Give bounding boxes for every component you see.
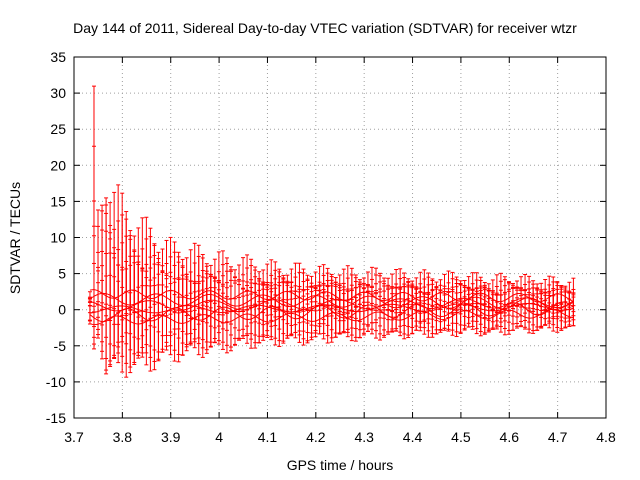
x-tick-label: 4.4 bbox=[403, 429, 423, 445]
x-tick-label: 4 bbox=[215, 429, 223, 445]
x-tick-label: 3.8 bbox=[113, 429, 133, 445]
y-tick-label: 0 bbox=[58, 302, 66, 318]
x-tick-label: 4.7 bbox=[548, 429, 568, 445]
y-tick-label: -15 bbox=[46, 410, 66, 426]
y-tick-label: 30 bbox=[50, 85, 66, 101]
x-tick-label: 4.1 bbox=[258, 429, 278, 445]
y-tick-label: -10 bbox=[46, 374, 66, 390]
series-line bbox=[89, 303, 574, 314]
y-tick-label: 15 bbox=[50, 193, 66, 209]
x-axis: 3.7 3.8 3.9 4 4.1 4.2 4.3 4.4 4.5 4.6 4.7 4.8 bbox=[64, 57, 616, 445]
x-tick-label: 3.7 bbox=[64, 429, 84, 445]
x-tick-label: 4.5 bbox=[451, 429, 471, 445]
x-axis-label: GPS time / hours bbox=[287, 457, 394, 473]
grid bbox=[74, 57, 606, 418]
x-tick-label: 4.8 bbox=[596, 429, 616, 445]
y-tick-label: 5 bbox=[58, 266, 66, 282]
error-bar-series bbox=[87, 85, 576, 378]
y-axis-label: SDTVAR / TECUs bbox=[7, 182, 23, 294]
x-tick-label: 4.3 bbox=[354, 429, 374, 445]
y-axis: 35 30 25 20 15 10 5 0 -5 -10 -15 bbox=[46, 49, 606, 426]
x-tick-label: 3.9 bbox=[161, 429, 181, 445]
y-tick-label: 25 bbox=[50, 121, 66, 137]
y-tick-label: -5 bbox=[54, 338, 67, 354]
y-tick-label: 10 bbox=[50, 230, 66, 246]
x-tick-label: 4.2 bbox=[306, 429, 326, 445]
y-tick-label: 35 bbox=[50, 49, 66, 65]
y-tick-label: 20 bbox=[50, 157, 66, 173]
chart-title: Day 144 of 2011, Sidereal Day-to-day VTE… bbox=[73, 20, 577, 36]
x-tick-label: 4.6 bbox=[500, 429, 520, 445]
